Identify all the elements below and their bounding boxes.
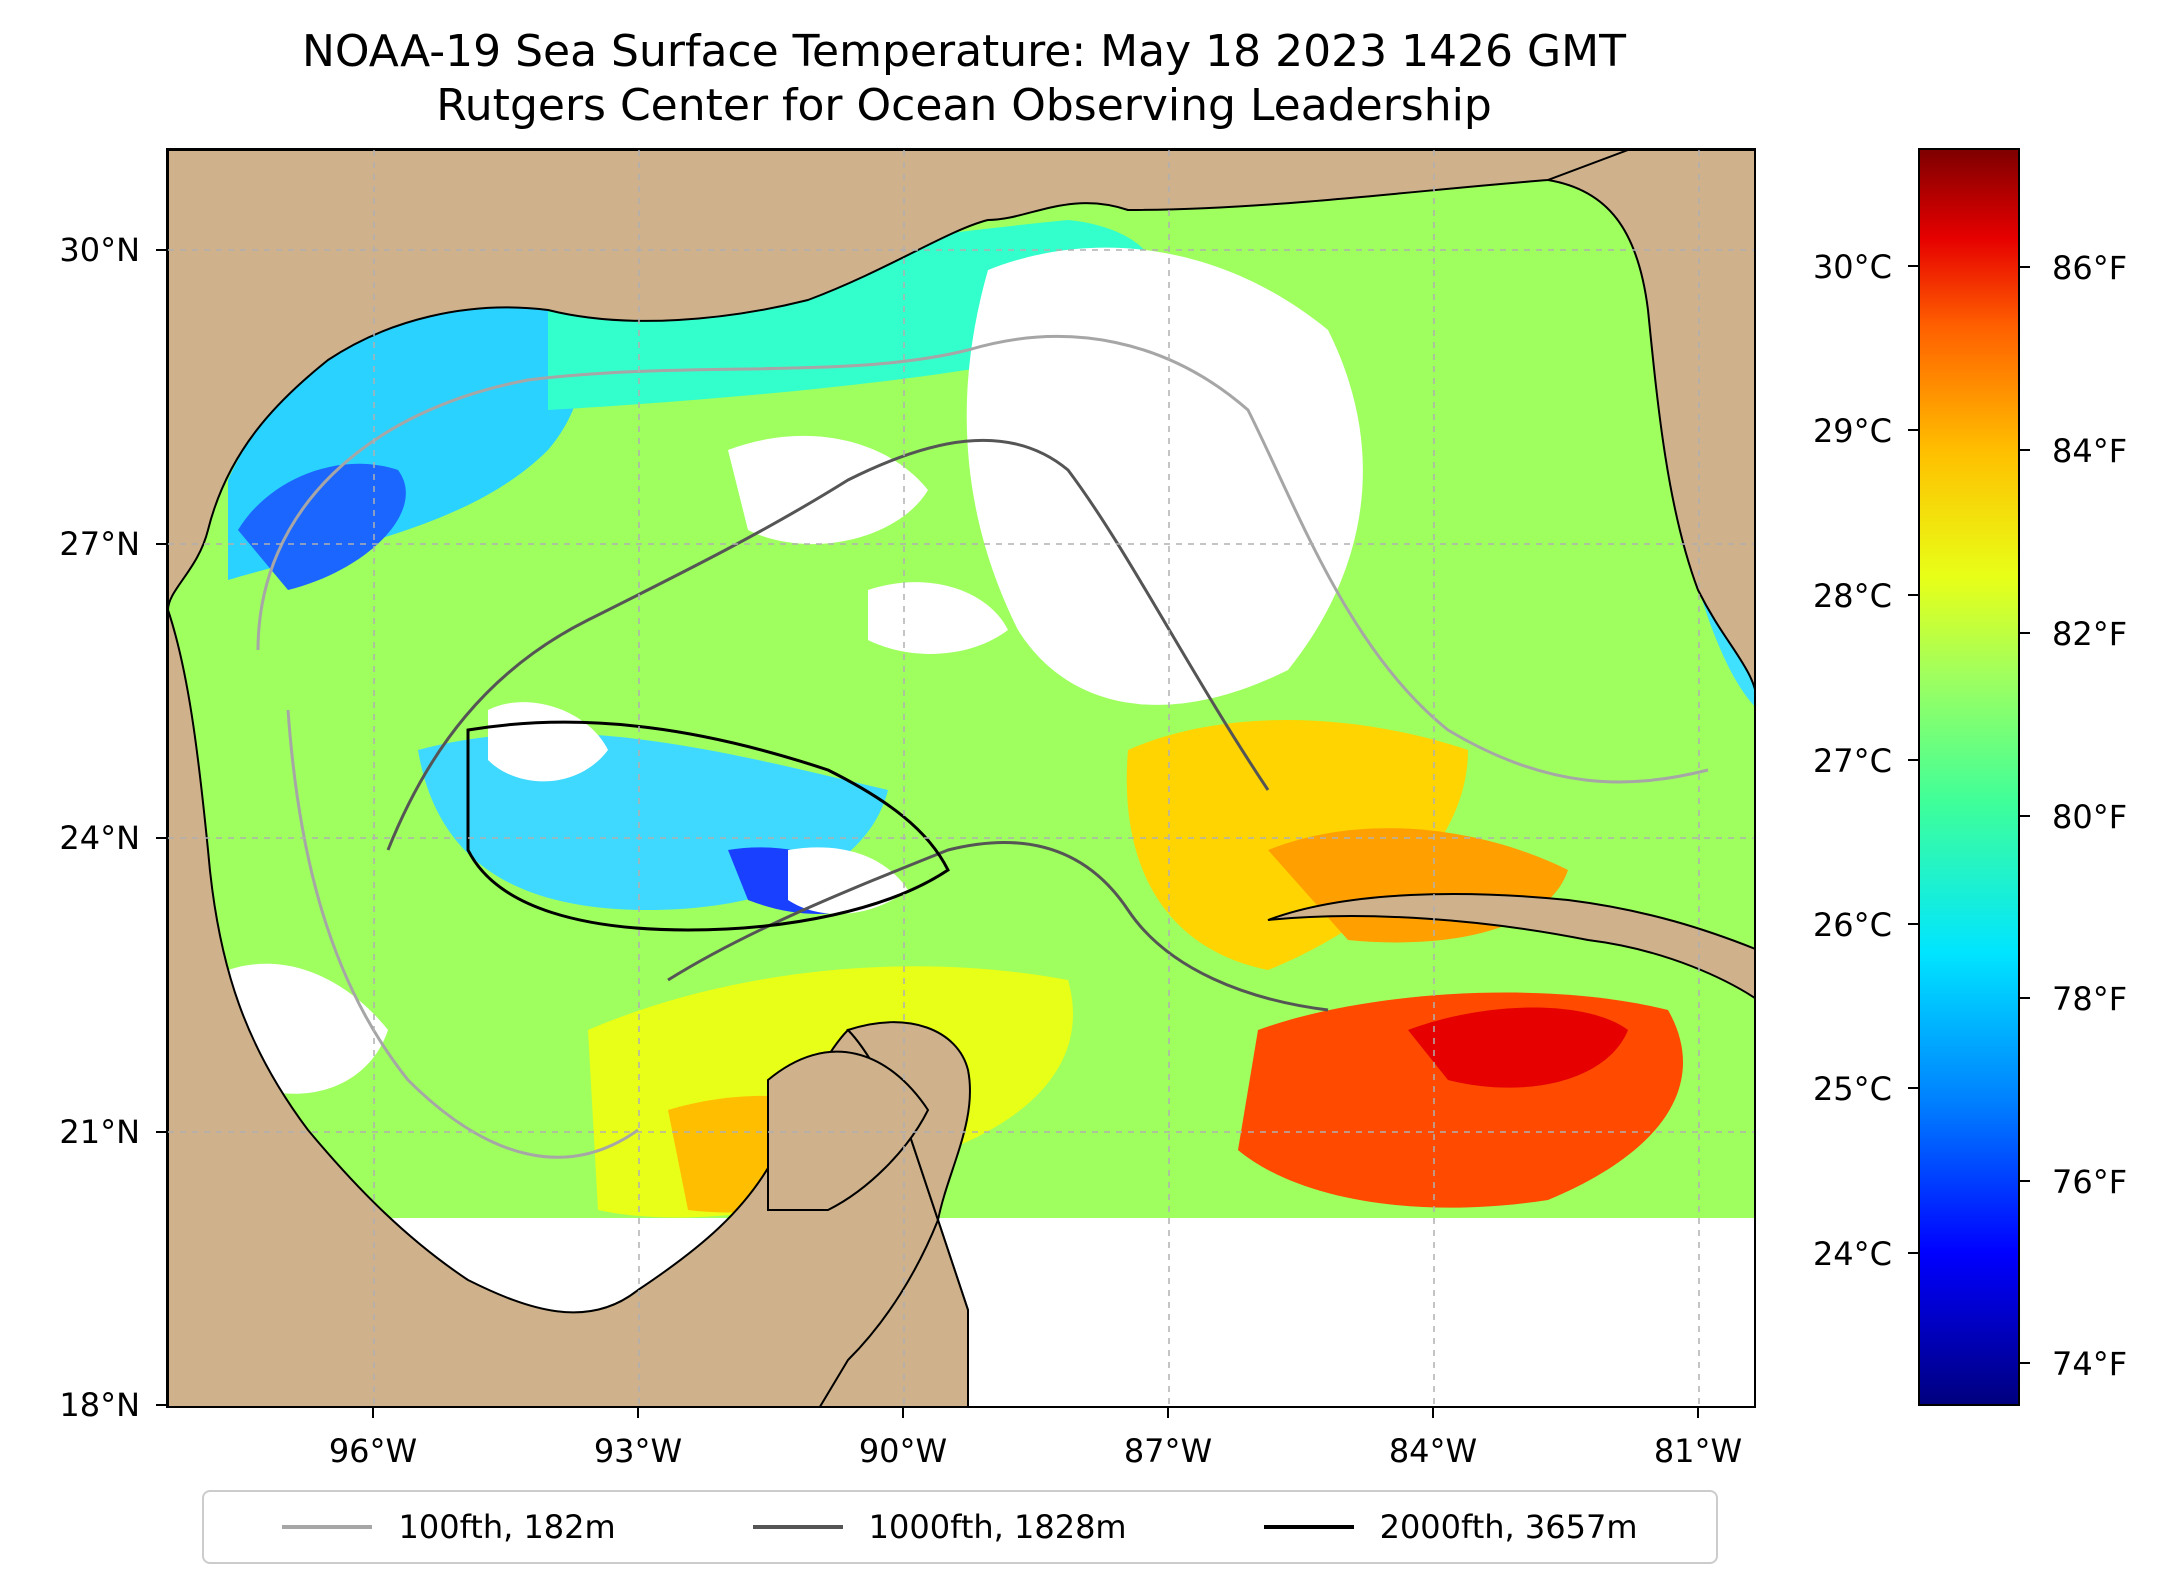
lat-tick-21 [156,1131,166,1133]
lat-tick-24 [156,837,166,839]
cb-tick-28c [1908,594,1918,596]
legend-swatch-1000fth [752,1525,843,1529]
cb-label-24c: 24°C [1812,1235,1892,1273]
cb-tick-26c [1908,923,1918,925]
lon-label-96: 96°W [328,1432,418,1470]
cloud-mask-mid [868,582,1008,654]
legend-swatch-100fth [282,1525,373,1529]
land-cuba [1267,893,1754,999]
land-yucatan-peninsula [767,1050,930,1211]
cb-tick-29c [1908,429,1918,431]
cb-label-74f: 74°F [2052,1345,2128,1383]
contour-100fth-west [286,709,639,1159]
lon-label-84: 84°W [1388,1432,1478,1470]
legend-label-2000fth: 2000fth, 3657m [1379,1508,1638,1546]
lon-label-87: 87°W [1123,1432,1213,1470]
legend-item-1000fth: 1000fth, 1828m [752,1508,1127,1546]
lon-tick-81 [1697,1408,1699,1418]
cb-tick-27c [1908,759,1918,761]
lon-label-93: 93°W [593,1432,683,1470]
cb-label-80f: 80°F [2052,798,2128,836]
cb-label-26c: 26°C [1812,906,1892,944]
cloud-mask-central [728,435,928,545]
lat-label-24: 24°N [59,819,140,857]
lon-tick-84 [1432,1408,1434,1418]
contour-100fth [256,335,1709,784]
cloud-mask-yucatan-north [788,847,908,914]
cloud-mask-southwest [228,963,388,1094]
contour-1000fth-south [667,841,1329,1012]
contour-1000fth [386,438,1270,851]
cb-label-78f: 78°F [2052,980,2128,1018]
lon-tick-90 [902,1408,904,1418]
lon-label-90: 90°W [858,1432,948,1470]
legend-label-100fth: 100fth, 182m [398,1508,616,1546]
legend-swatch-2000fth [1263,1525,1354,1529]
cb-tick-86f [2020,266,2030,268]
cb-label-27c: 27°C [1812,742,1892,780]
cb-tick-30c [1908,265,1918,267]
lat-label-21: 21°N [59,1113,140,1151]
lat-tick-30 [156,249,166,251]
cb-label-84f: 84°F [2052,432,2128,470]
cb-label-28c: 28°C [1812,577,1892,615]
cb-label-76f: 76°F [2052,1163,2128,1201]
cb-label-30c: 30°C [1812,248,1892,286]
map-title: NOAA-19 Sea Surface Temperature: May 18 … [302,26,1626,77]
lon-tick-87 [1167,1408,1169,1418]
bathymetry-legend: 100fth, 182m 1000fth, 1828m 2000fth, 365… [202,1490,1718,1564]
map-subtitle: Rutgers Center for Ocean Observing Leade… [436,80,1492,131]
lat-tick-27 [156,543,166,545]
lat-label-18: 18°N [59,1386,140,1424]
cb-tick-78f [2020,997,2030,999]
cloud-mask-east [966,247,1363,705]
cb-label-25c: 25°C [1812,1070,1892,1108]
cb-tick-82f [2020,632,2030,634]
sst-cold-patch-west [238,463,406,590]
land-us-gulf-coast [168,150,1754,611]
lon-tick-93 [637,1408,639,1418]
cb-label-29c: 29°C [1812,412,1892,450]
cb-tick-74f [2020,1362,2030,1364]
sst-hot-core [1408,1007,1628,1088]
contour-2000fth [466,720,950,932]
land-florida [1544,150,1754,690]
legend-item-2000fth: 2000fth, 3657m [1263,1508,1638,1546]
lat-label-27: 27°N [59,525,140,563]
legend-item-100fth: 100fth, 182m [282,1508,616,1546]
lon-label-81: 81°W [1653,1432,1743,1470]
cb-tick-80f [2020,815,2030,817]
legend-label-1000fth: 1000fth, 1828m [868,1508,1127,1546]
cb-tick-76f [2020,1180,2030,1182]
cb-tick-24c [1908,1252,1918,1254]
temperature-colorbar [1918,148,2020,1406]
cb-label-86f: 86°F [2052,249,2128,287]
lat-tick-18 [156,1404,166,1406]
graticule [168,150,1754,1406]
cb-tick-84f [2020,449,2030,451]
lat-label-30: 30°N [59,231,140,269]
map-canvas [168,150,1754,1406]
lon-tick-96 [372,1408,374,1418]
cb-label-82f: 82°F [2052,615,2128,653]
sst-map[interactable] [166,148,1756,1408]
cb-tick-25c [1908,1087,1918,1089]
